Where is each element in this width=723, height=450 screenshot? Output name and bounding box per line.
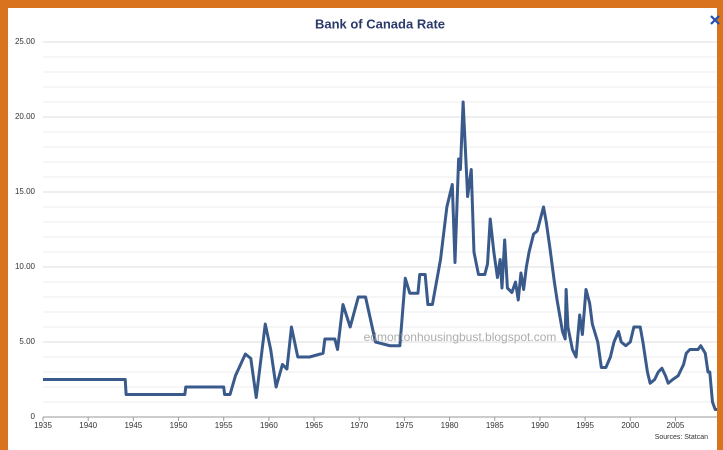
x-tick-label: 1935 [34, 421, 52, 430]
x-tick-label: 1980 [441, 421, 459, 430]
chart-title: Bank of Canada Rate [315, 16, 445, 31]
close-stroke [710, 15, 720, 25]
x-tick-label: 1940 [79, 421, 97, 430]
watermark: edmontonhousingbust.blogspot.com [364, 330, 557, 344]
y-tick-label: 5.00 [19, 337, 35, 346]
source-note: Sources: Statcan [655, 434, 708, 441]
x-tick-label: 1995 [576, 421, 594, 430]
x-tick-label: 1950 [170, 421, 188, 430]
x-tick-label: 1990 [531, 421, 549, 430]
x-tick-label: 1975 [395, 421, 413, 430]
x-tick-label: 1955 [215, 421, 233, 430]
close-icon[interactable] [710, 15, 720, 25]
y-tick-label: 10.00 [15, 262, 36, 271]
y-tick-label: 15.00 [15, 187, 36, 196]
chart-background [8, 8, 717, 450]
x-tick-label: 1945 [124, 421, 142, 430]
y-tick-label: 25.00 [15, 37, 36, 46]
x-tick-label: 2000 [621, 421, 639, 430]
data-line [43, 100, 717, 411]
y-tick-label: 0 [31, 412, 36, 421]
plot-area: 0 5.00 10.00 15.00 20.00 25.00 1935 1940 1945 195… [15, 37, 717, 430]
x-tick-label: 1970 [350, 421, 368, 430]
x-tick-label: 2005 [667, 421, 685, 430]
x-tick-label: 1965 [305, 421, 323, 430]
y-tick-label: 20.00 [15, 112, 36, 121]
x-tick-label: 1985 [486, 421, 504, 430]
x-tick-label: 1960 [260, 421, 278, 430]
